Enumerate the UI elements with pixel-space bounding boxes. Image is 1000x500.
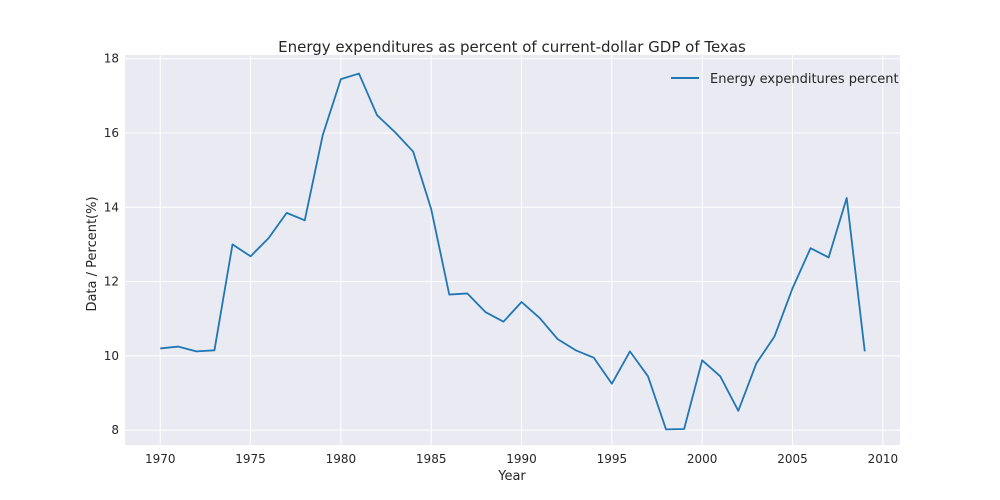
x-tick-labels: 1970 1975 1980 1985 1990 1995 2000 2005 2010 [145,452,898,466]
x-tick-label: 1970 [145,452,176,466]
x-tick-label: 2005 [777,452,808,466]
series-line [160,72,866,431]
plot-background [125,55,900,445]
y-tick-label: 14 [104,200,119,214]
y-tick-labels: 8 10 12 14 16 18 [104,52,119,437]
y-tick-label: 8 [111,423,119,437]
legend: Energy expenditures percent [671,72,899,87]
y-tick-label: 18 [104,52,119,66]
legend-label: Energy expenditures percent [710,72,899,87]
chart-title: Energy expenditures as percent of curren… [278,38,746,56]
y-axis-label: Data / Percent(%) [85,196,100,311]
y-tick-label: 16 [104,126,119,140]
series-layer [160,72,866,431]
y-tick-label: 12 [104,275,119,289]
grid-lines [125,55,900,445]
x-tick-label: 1995 [597,452,628,466]
x-tick-label: 2010 [868,452,899,466]
x-tick-label: 1985 [416,452,447,466]
x-tick-label: 1980 [326,452,357,466]
x-axis-label: Year [497,469,526,484]
x-tick-label: 2000 [687,452,718,466]
x-tick-label: 1975 [235,452,266,466]
x-tick-label: 1990 [506,452,537,466]
y-tick-label: 10 [104,349,119,363]
